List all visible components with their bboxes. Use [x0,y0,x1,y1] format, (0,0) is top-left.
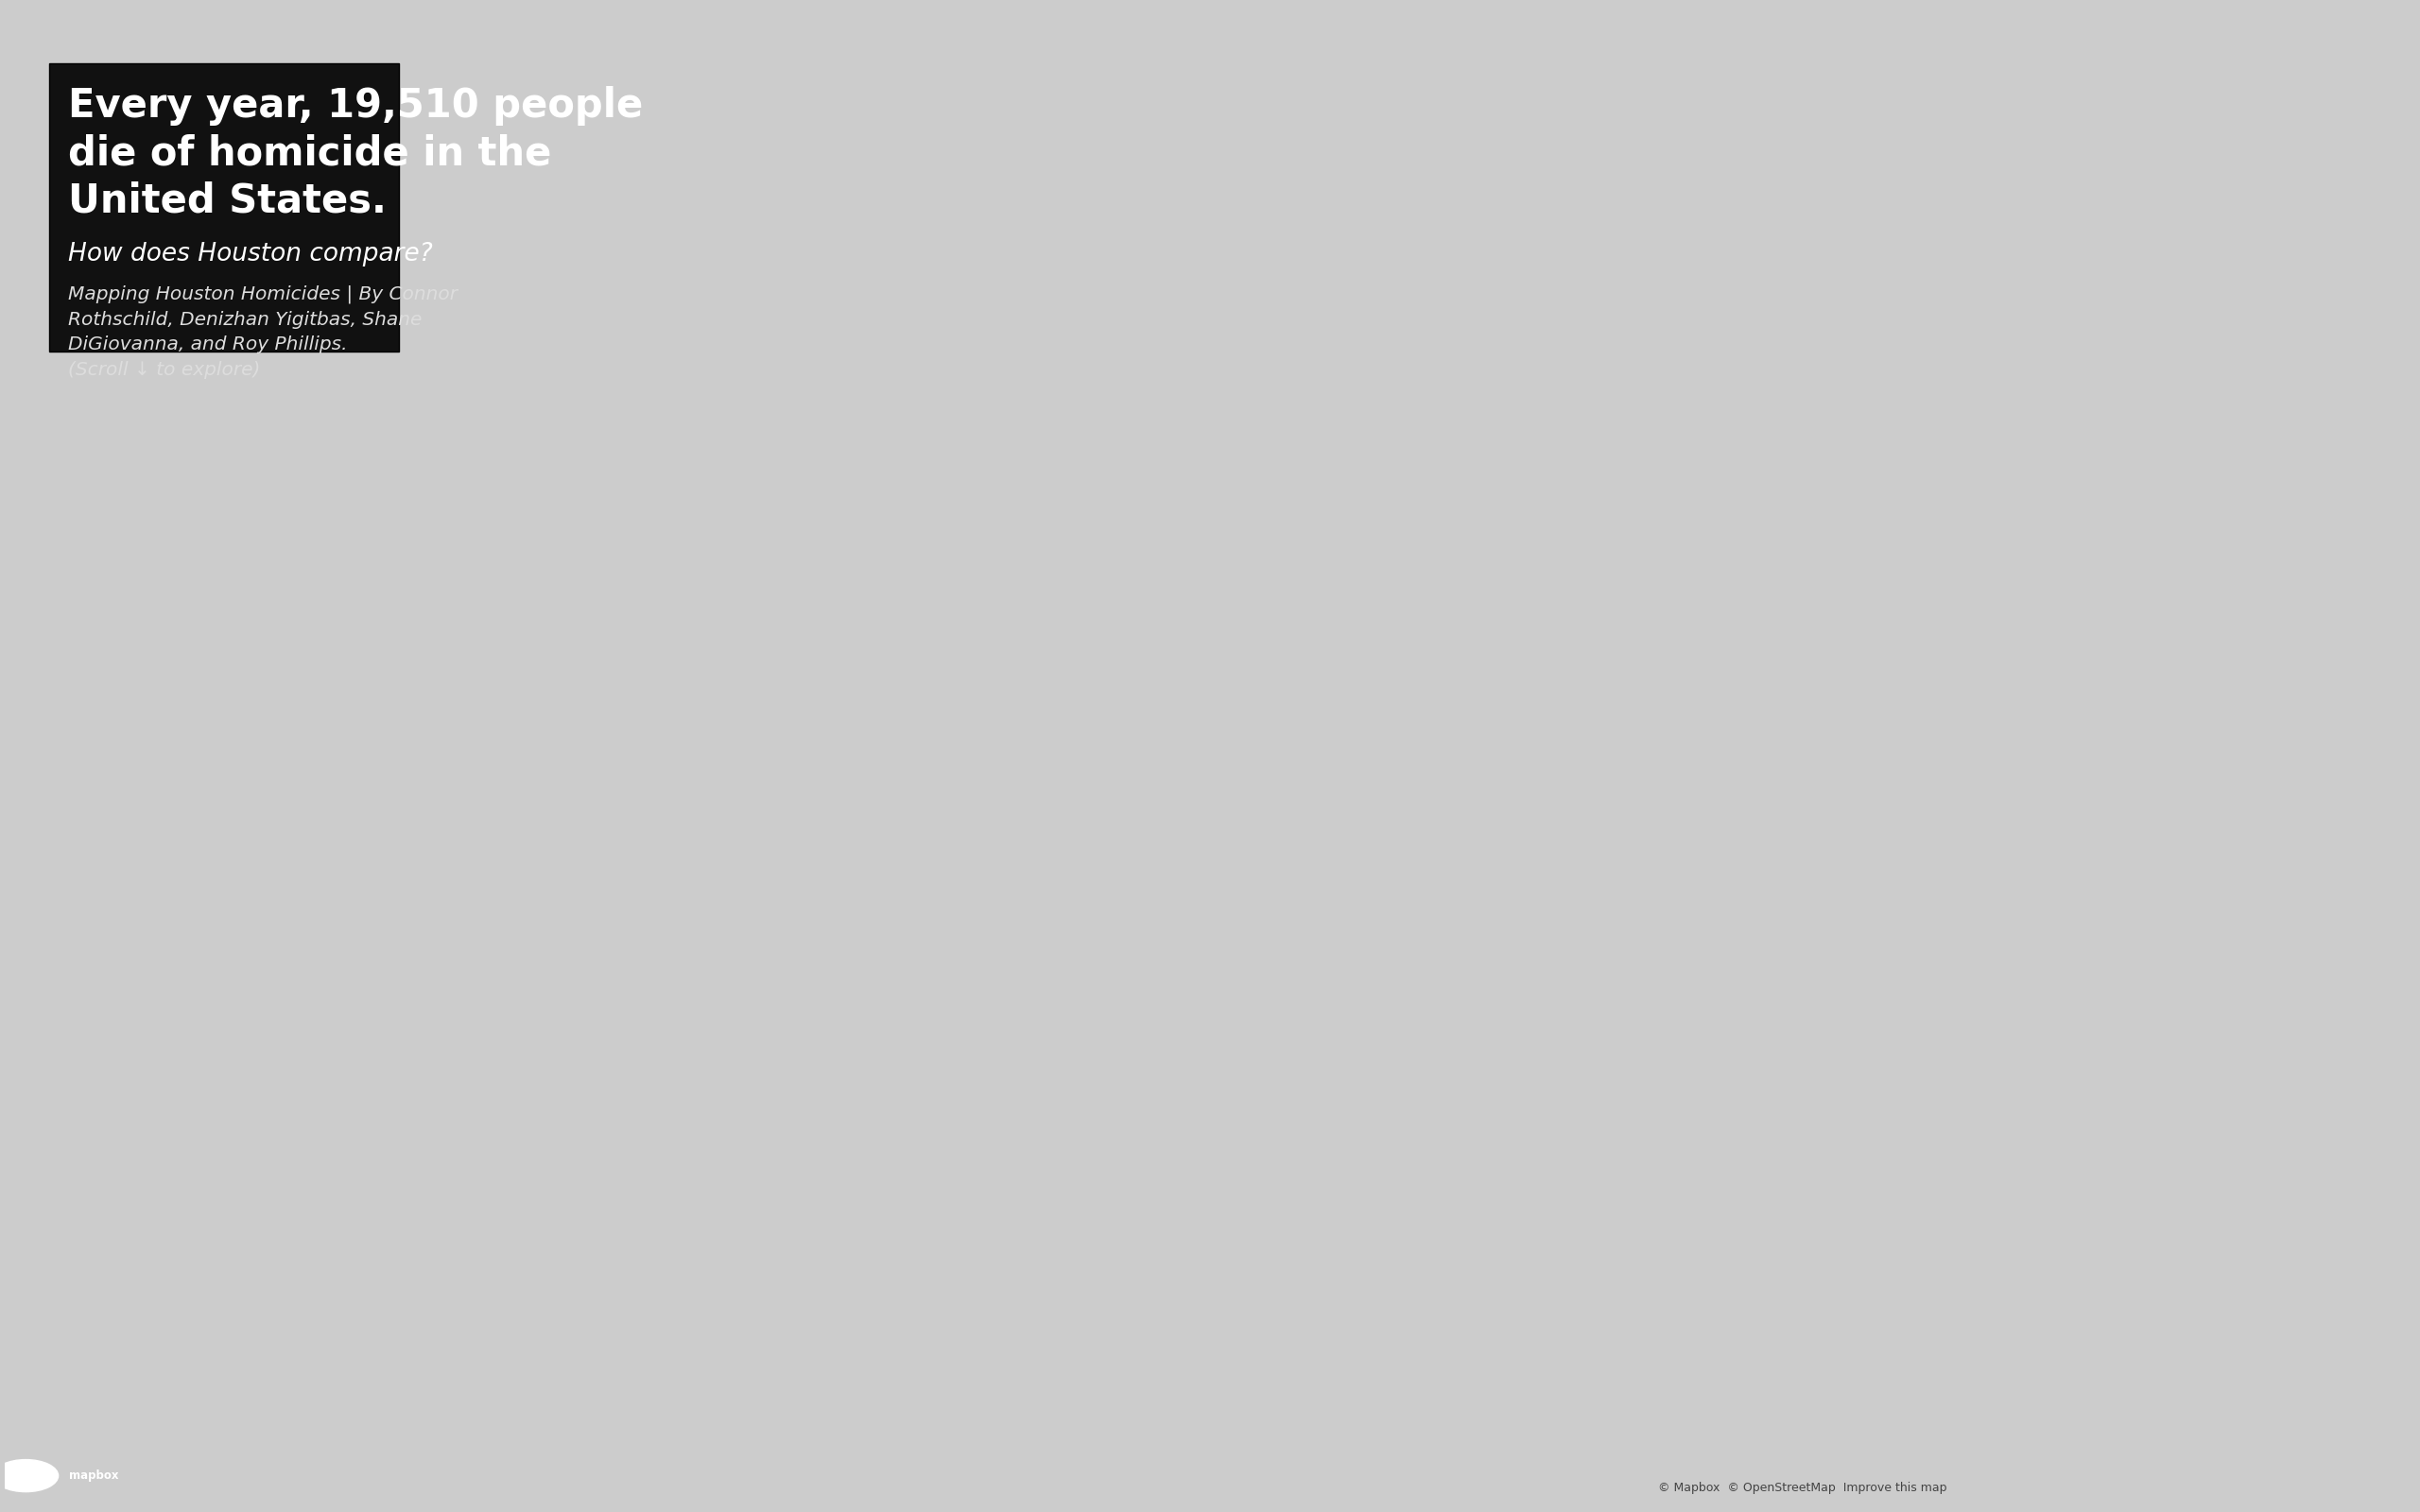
Circle shape [0,1459,58,1492]
Text: © Mapbox  © OpenStreetMap  Improve this map: © Mapbox © OpenStreetMap Improve this ma… [1658,1482,1946,1494]
Text: mapbox: mapbox [68,1470,119,1482]
Text: Every year, 19,510 people
die of homicide in the
United States.: Every year, 19,510 people die of homicid… [68,86,644,221]
Text: Mapping Houston Homicides | By Connor
Rothschild, Denizhan Yigitbas, Shane
DiGio: Mapping Houston Homicides | By Connor Ro… [68,286,457,380]
Text: How does Houston compare?: How does Houston compare? [68,242,433,266]
